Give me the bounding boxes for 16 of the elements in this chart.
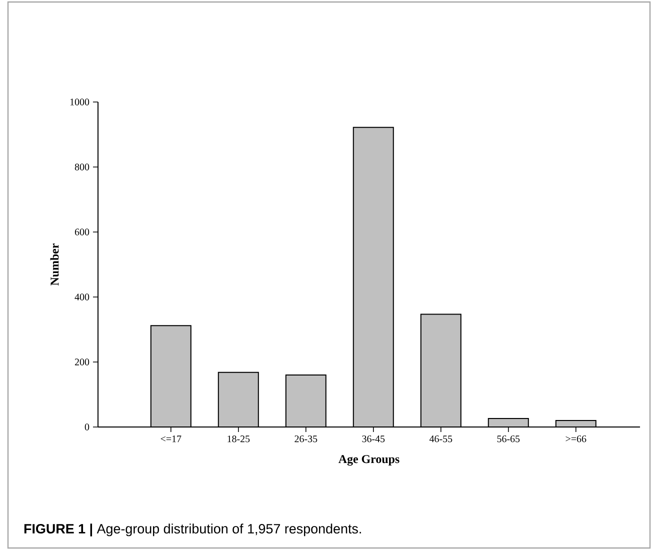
x-tick-label: <=17 xyxy=(160,436,182,442)
y-tick-label: 1000 xyxy=(70,98,90,106)
text: FIGURE 1 | Age-group distribution of 1,957 respondents. xyxy=(24,524,361,536)
x-tick-label: 56-65 xyxy=(497,436,520,442)
y-axis-title: Number xyxy=(50,244,59,286)
x-tick-label: 46-55 xyxy=(429,436,452,442)
x-tick-label: 18-25 xyxy=(228,436,250,442)
y-tick-label: 800 xyxy=(74,164,90,170)
y-tick-label: 0 xyxy=(84,424,90,430)
x-axis-title: Age Groups xyxy=(338,455,400,466)
y-tick-label: 200 xyxy=(74,358,90,366)
y-tick-label: 400 xyxy=(74,294,90,300)
y-tick-label: 600 xyxy=(74,228,90,236)
x-tick-label: 36-45 xyxy=(362,436,385,442)
x-tick-label: 26-35 xyxy=(294,436,318,442)
x-tick-label: >=66 xyxy=(566,436,586,442)
